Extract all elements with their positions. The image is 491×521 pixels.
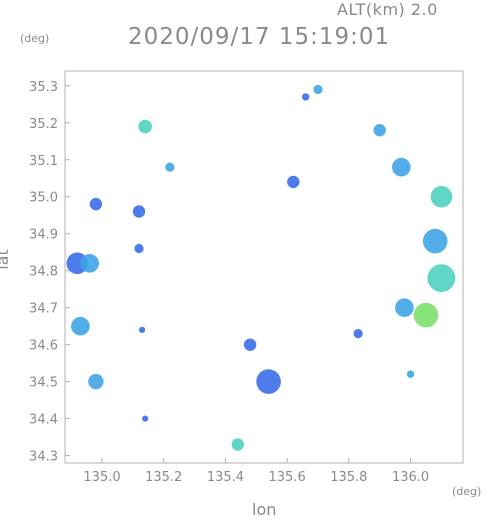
x-tick-label: 135.4 <box>207 470 244 485</box>
echo-cell <box>165 162 175 172</box>
echo-cell <box>395 298 414 318</box>
echo-cell <box>392 157 411 177</box>
echo-cell <box>302 93 310 101</box>
x-tick-label: 135.2 <box>145 470 182 485</box>
altitude-label: ALT(km) 2.0 <box>337 0 438 19</box>
echo-cell <box>71 316 90 336</box>
y-tick-label: 34.6 <box>29 339 58 354</box>
y-tick-layer: 35.3 35.2 35.1 35.0 34.9 34.8 34.7 34.6 34.5 34.4… <box>29 80 70 465</box>
x-tick-label: 135.0 <box>83 470 120 485</box>
echo-layer <box>66 84 456 451</box>
plot-frame <box>64 70 464 464</box>
echo-cell <box>231 438 244 451</box>
y-tick-label: 34.7 <box>29 302 58 317</box>
echo-cell <box>406 370 415 378</box>
echo-cell <box>427 264 456 292</box>
y-tick-label: 34.5 <box>29 376 58 391</box>
echo-cell <box>430 185 453 208</box>
echo-cell <box>413 302 439 328</box>
y-axis-unit: (deg) <box>20 32 50 45</box>
echo-cell <box>373 124 386 137</box>
echo-cell <box>287 175 300 189</box>
y-tick-label: 34.4 <box>29 413 58 428</box>
echo-cell <box>139 326 146 333</box>
echo-cell <box>243 338 257 351</box>
x-axis-unit: (deg) <box>452 485 482 498</box>
x-tick-label: 136.0 <box>392 470 429 485</box>
echo-cell <box>80 253 99 273</box>
x-tick-label: 135.6 <box>269 470 306 485</box>
y-tick-label: 35.0 <box>29 191 58 206</box>
echo-cell <box>89 197 103 211</box>
scan-timestamp: 2020/09/17 15:19:01 <box>128 24 391 50</box>
echo-cell <box>142 415 149 422</box>
echo-cell <box>313 84 323 95</box>
y-tick-label: 35.2 <box>29 117 58 132</box>
y-tick-label: 34.9 <box>29 228 58 243</box>
echo-cell <box>132 205 146 218</box>
x-tick-label: 135.8 <box>330 470 367 485</box>
y-tick-label: 35.1 <box>29 154 58 169</box>
echo-cell <box>138 119 152 134</box>
echo-cell <box>134 243 144 254</box>
echo-cell <box>353 329 363 339</box>
echo-cell <box>256 369 281 394</box>
y-tick-label: 35.3 <box>29 80 58 95</box>
echo-cell <box>422 228 448 254</box>
x-tick-layer: 135.0 135.2 135.4 135.6 135.8 136.0 <box>83 458 429 485</box>
x-axis-title: lon <box>252 500 277 519</box>
echo-cell <box>88 373 104 390</box>
y-tick-label: 34.3 <box>29 450 58 465</box>
y-tick-label: 34.8 <box>29 265 58 280</box>
